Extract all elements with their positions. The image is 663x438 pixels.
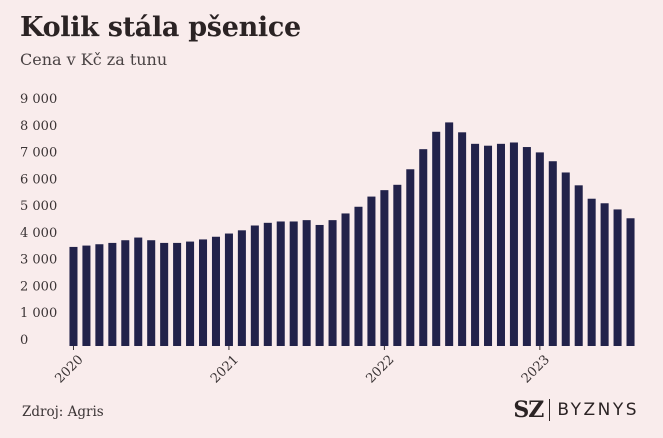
bar-2022-10 xyxy=(496,143,505,346)
bar-2021-07 xyxy=(302,220,311,346)
bar-2021-12 xyxy=(367,196,376,346)
bar-2022-07 xyxy=(458,132,467,346)
bar-2020-12 xyxy=(211,236,220,346)
y-tick-label: 1 000 xyxy=(20,306,57,321)
bar-2020-11 xyxy=(199,239,208,346)
bar-2022-08 xyxy=(471,143,480,346)
bar-2023-08 xyxy=(626,218,635,346)
brand-logo: SZ BYZNYS xyxy=(513,397,639,423)
bar-2022-01 xyxy=(380,190,389,346)
bar-2020-03 xyxy=(95,244,104,346)
bar-2022-09 xyxy=(484,145,493,346)
y-tick-label: 9 000 xyxy=(20,92,57,107)
bar-2022-12 xyxy=(522,147,531,346)
bar-2023-05 xyxy=(587,198,596,346)
bar-2020-06 xyxy=(134,237,143,346)
bar-2020-05 xyxy=(121,240,130,346)
bar-2023-01 xyxy=(535,152,544,346)
y-tick-label: 5 000 xyxy=(20,199,57,214)
bar-2021-11 xyxy=(354,206,363,346)
y-tick-label: 4 000 xyxy=(20,226,57,241)
bar-2021-10 xyxy=(341,213,350,346)
brand-name: BYZNYS xyxy=(557,400,639,420)
bar-2020-07 xyxy=(147,240,156,346)
x-tick-label: 2021 xyxy=(208,352,242,386)
bar-2021-09 xyxy=(328,220,337,346)
chart-title: Kolik stála pšenice xyxy=(20,12,301,43)
bar-2021-04 xyxy=(263,222,272,346)
bar-2020-04 xyxy=(108,242,117,346)
bar-2023-03 xyxy=(561,172,570,346)
bar-2023-04 xyxy=(574,185,583,346)
bar-2020-08 xyxy=(160,242,169,346)
bar-2022-02 xyxy=(393,184,402,346)
bar-2020-01 xyxy=(69,246,78,346)
brand-mark: SZ xyxy=(513,397,544,423)
y-tick-label: 8 000 xyxy=(20,119,57,134)
bar-2021-01 xyxy=(224,233,233,346)
bar-2021-05 xyxy=(276,221,285,346)
brand-divider xyxy=(549,399,551,421)
chart-subtitle: Cena v Kč za tunu xyxy=(20,50,168,69)
x-tick-label: 2022 xyxy=(363,352,397,386)
bar-2022-11 xyxy=(509,142,518,346)
bar-2021-03 xyxy=(250,225,259,346)
bar-2022-05 xyxy=(432,131,441,346)
bar-2020-09 xyxy=(173,242,182,346)
y-tick-label: 0 xyxy=(20,333,28,348)
bar-2021-06 xyxy=(289,221,298,346)
y-tick-label: 6 000 xyxy=(20,172,57,187)
bar-2023-07 xyxy=(613,209,622,346)
x-tick-label: 2023 xyxy=(519,352,553,386)
bar-2021-02 xyxy=(237,230,246,346)
bar-2020-02 xyxy=(82,245,91,346)
y-tick-label: 3 000 xyxy=(20,253,57,268)
bar-2022-06 xyxy=(445,122,454,346)
x-tick-label: 2020 xyxy=(53,352,87,386)
y-tick-label: 7 000 xyxy=(20,146,57,161)
bar-2023-02 xyxy=(548,161,557,346)
bar-2022-04 xyxy=(419,149,428,346)
y-tick-label: 2 000 xyxy=(20,279,57,294)
bar-2023-06 xyxy=(600,203,609,346)
bar-2022-03 xyxy=(406,169,415,346)
bar-2021-08 xyxy=(315,224,324,346)
bar-2020-10 xyxy=(186,241,195,346)
source-note: Zdroj: Agris xyxy=(22,404,104,420)
